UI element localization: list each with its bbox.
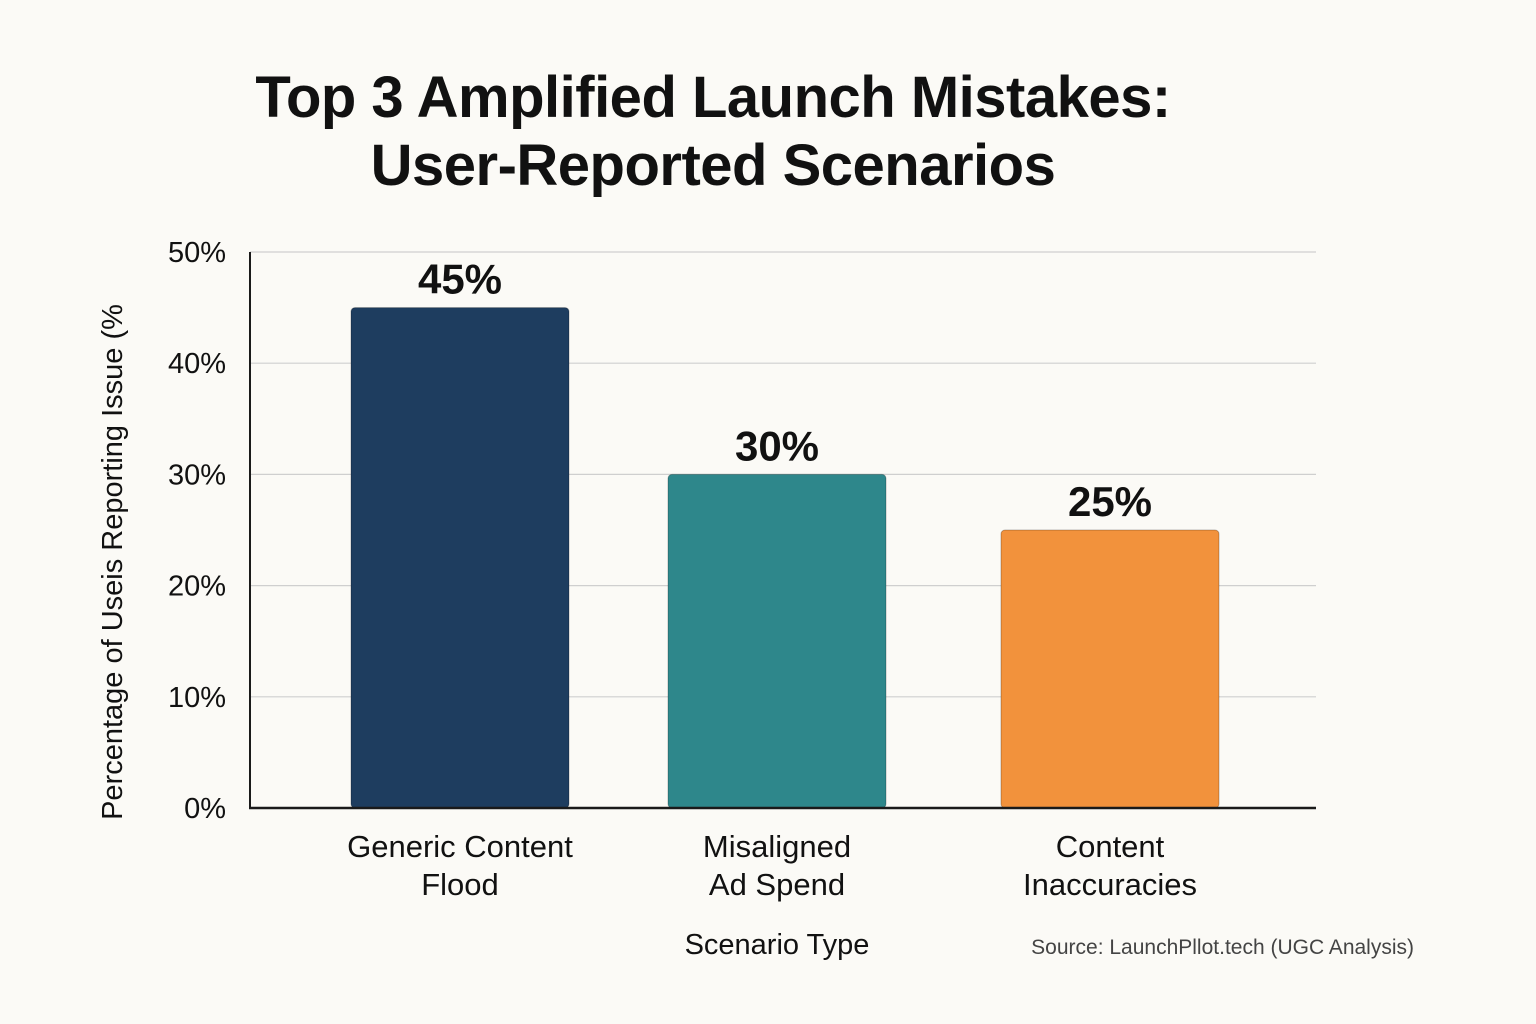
- x-category-label: Content: [1056, 829, 1165, 864]
- y-tick-label: 0%: [184, 793, 226, 825]
- x-category-label: Generic Content: [347, 829, 573, 864]
- chart-title-line-2: User-Reported Scenarios: [370, 133, 1056, 198]
- y-tick-labels: 0% 10% 20% 30% 40% 50%: [168, 237, 226, 825]
- y-axis-title: Percentage of Useis Reporting Issue (%: [97, 304, 129, 820]
- chart-title-line-1: Top 3 Amplified Launch Mistakes:: [255, 65, 1171, 130]
- bar-1: [350, 307, 570, 809]
- bar-2: [667, 473, 887, 809]
- axes: [249, 252, 1316, 810]
- value-labels: 45% 30% 25%: [418, 256, 1152, 525]
- y-tick-label: 20%: [168, 571, 226, 603]
- y-tick-label: 40%: [168, 348, 226, 380]
- x-category-label: Flood: [421, 867, 499, 902]
- value-label-3: 25%: [1068, 478, 1152, 525]
- value-label-2: 30%: [735, 422, 819, 469]
- y-tick-label: 10%: [168, 682, 226, 714]
- x-category-label: Inaccuracies: [1023, 867, 1197, 902]
- value-label-1: 45%: [418, 256, 502, 303]
- y-tick-label: 50%: [168, 237, 226, 269]
- x-axis-title: Scenario Type: [685, 929, 870, 961]
- y-tick-label: 30%: [168, 459, 226, 491]
- x-category-label: Misaligned: [703, 829, 851, 864]
- bar-3: [1000, 529, 1220, 809]
- x-category-label: Ad Spend: [709, 867, 845, 902]
- bars: [350, 307, 1220, 809]
- source-note: Source: LaunchPllot.tech (UGC Analysis): [1031, 936, 1414, 959]
